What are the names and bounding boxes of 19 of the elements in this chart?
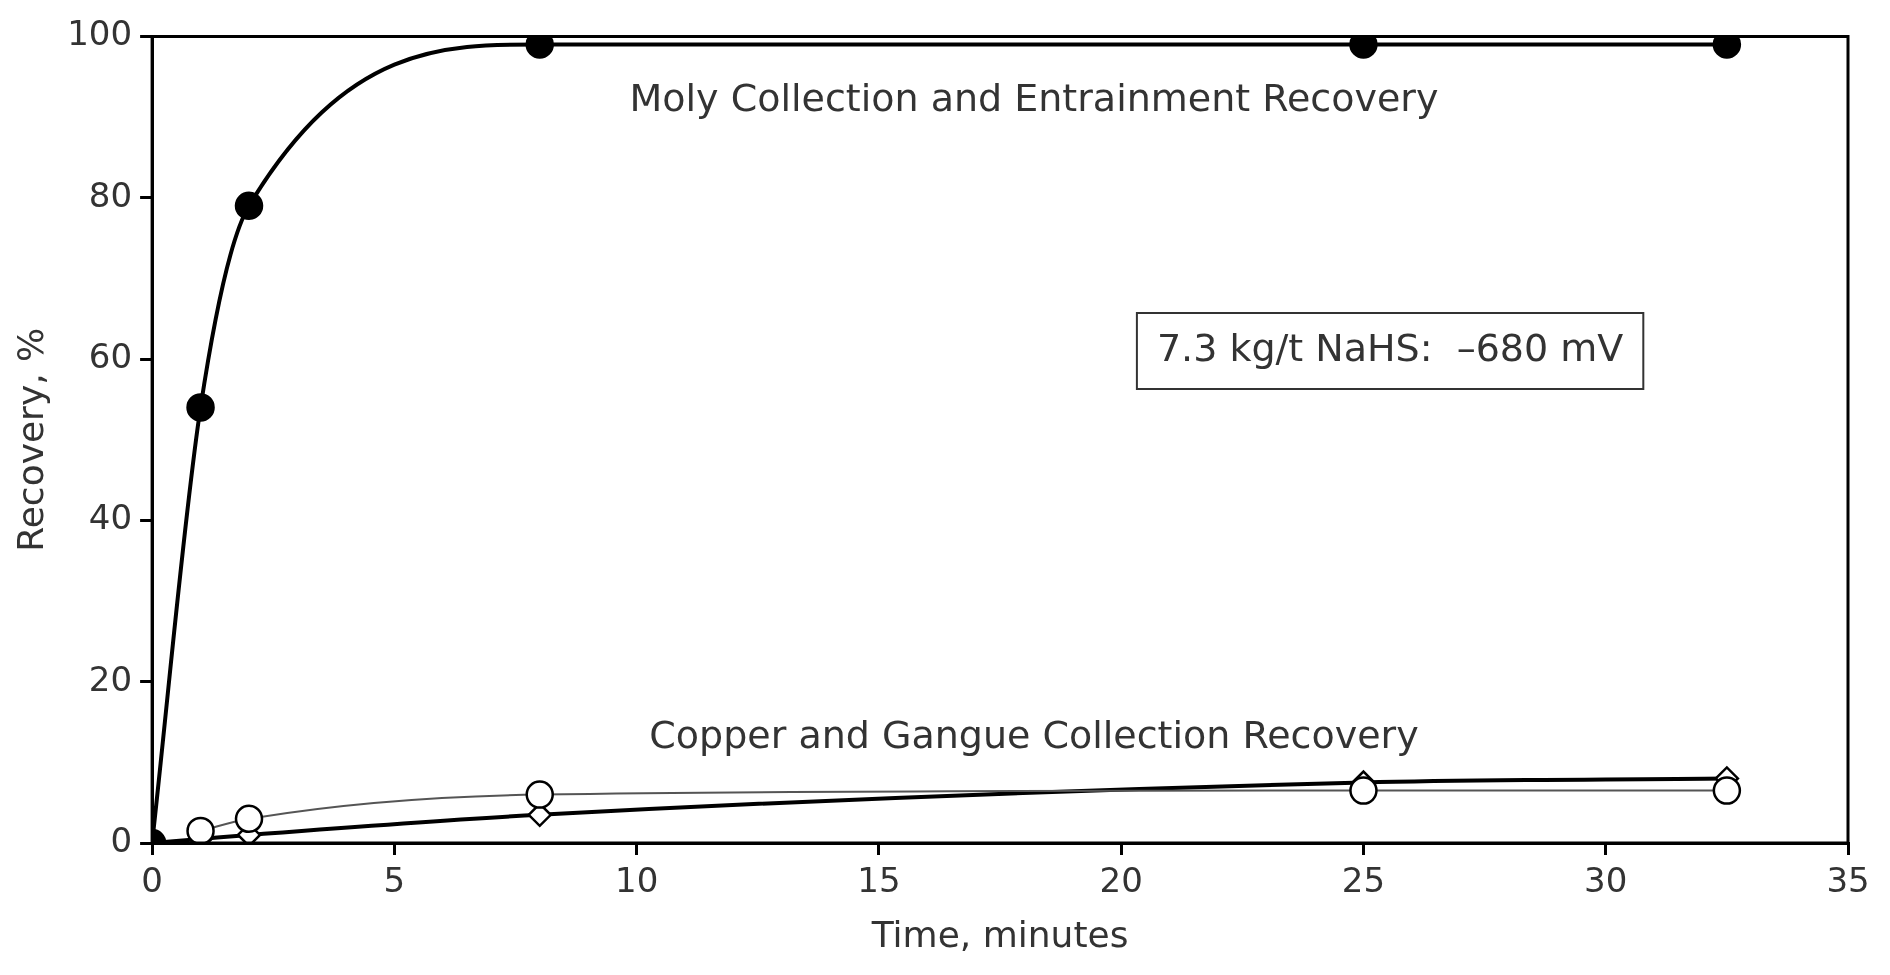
annotation: 7.3 kg/t NaHS: –680 mV bbox=[1156, 325, 1624, 370]
x-tick-label: 35 bbox=[1826, 860, 1870, 901]
y-tick-label: 40 bbox=[88, 497, 133, 538]
y-tick-label: 0 bbox=[110, 819, 133, 860]
x-tick-label: 25 bbox=[1341, 860, 1386, 901]
y-tick-label: 20 bbox=[88, 658, 133, 699]
annotation: Copper and Gangue Collection Recovery bbox=[649, 713, 1419, 758]
x-tick-label: 10 bbox=[615, 860, 659, 901]
x-tick-label: 15 bbox=[857, 860, 901, 901]
x-axis-title: Time, minutes bbox=[870, 913, 1129, 955]
y-tick-label: 80 bbox=[88, 174, 133, 215]
annotation: Moly Collection and Entrainment Recovery bbox=[629, 75, 1439, 120]
x-tick-label: 20 bbox=[1099, 860, 1143, 901]
x-tick-label: 0 bbox=[141, 860, 163, 901]
y-axis-title: Recovery, % bbox=[9, 327, 51, 552]
y-tick-label: 60 bbox=[88, 335, 133, 376]
x-tick-label: 30 bbox=[1584, 860, 1628, 901]
y-tick-label: 100 bbox=[67, 13, 133, 54]
x-tick-label: 5 bbox=[383, 860, 406, 901]
